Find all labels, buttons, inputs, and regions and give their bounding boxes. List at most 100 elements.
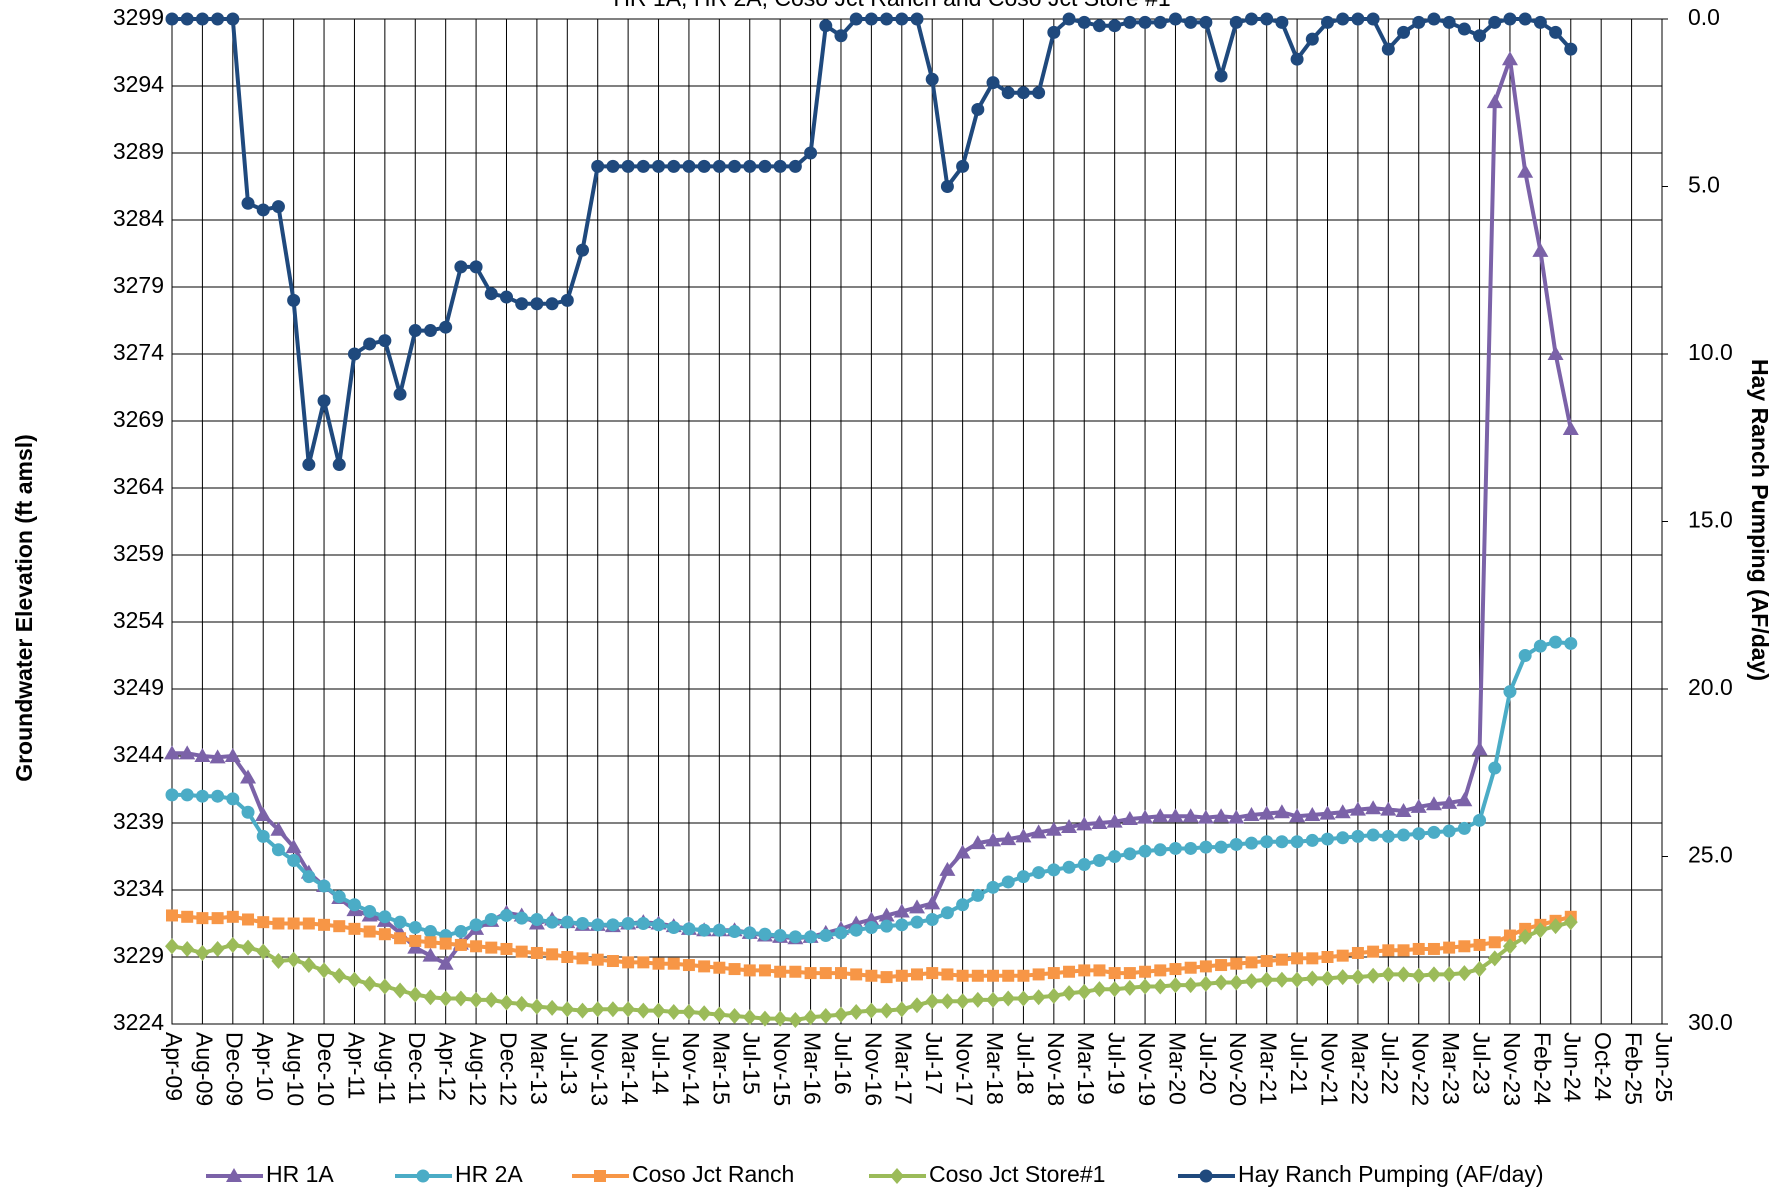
marker	[956, 898, 970, 912]
marker	[378, 928, 391, 941]
marker	[1047, 25, 1061, 39]
legend-label: Coso Jct Store#1	[929, 1161, 1105, 1187]
series	[165, 914, 1578, 1028]
marker	[1032, 86, 1046, 100]
marker	[1519, 922, 1532, 935]
marker	[1442, 966, 1457, 983]
marker	[1487, 950, 1502, 967]
marker	[1427, 942, 1440, 955]
marker	[1410, 798, 1427, 813]
marker	[439, 320, 453, 334]
marker	[1365, 800, 1382, 815]
marker	[652, 957, 665, 970]
y2-axis-label: Hay Ranch Pumping (AF/day)	[1747, 359, 1773, 681]
marker	[437, 955, 454, 970]
marker	[332, 890, 346, 904]
marker	[788, 1011, 803, 1028]
marker	[378, 910, 392, 924]
marker	[363, 925, 376, 938]
marker	[1441, 794, 1458, 809]
marker	[1472, 961, 1487, 978]
marker	[1304, 806, 1321, 821]
marker	[423, 989, 438, 1006]
marker	[1275, 835, 1289, 849]
marker	[1382, 944, 1395, 957]
marker	[1412, 827, 1426, 841]
marker	[546, 948, 559, 961]
legend-label: HR 1A	[266, 1161, 334, 1187]
marker	[1380, 801, 1397, 816]
marker	[332, 967, 347, 984]
marker	[1093, 964, 1106, 977]
marker	[1319, 805, 1336, 820]
marker	[955, 993, 970, 1010]
x-tick-label: Mar-22	[1347, 1032, 1373, 1105]
marker	[530, 297, 544, 311]
y2-tick-label: 30.0	[1688, 1009, 1733, 1035]
marker	[1214, 69, 1228, 83]
marker	[1503, 12, 1517, 26]
marker	[224, 748, 241, 762]
y-tick-label: 3274	[113, 339, 164, 365]
marker	[986, 991, 1001, 1008]
marker	[1458, 940, 1471, 953]
marker	[1517, 163, 1534, 178]
marker	[1457, 22, 1471, 36]
marker	[1547, 346, 1564, 360]
marker	[1501, 51, 1518, 66]
marker	[774, 965, 787, 978]
marker	[940, 993, 955, 1010]
marker	[803, 1009, 818, 1026]
x-tick-label: Nov-18	[1043, 1032, 1069, 1106]
marker	[925, 993, 940, 1010]
x-tick-label: Jun-24	[1560, 1032, 1586, 1103]
marker	[621, 159, 635, 173]
marker	[667, 921, 681, 935]
marker	[849, 1003, 864, 1020]
marker	[515, 297, 529, 311]
marker	[1138, 15, 1152, 29]
marker	[939, 861, 956, 876]
x-tick-label: Mar-18	[982, 1032, 1008, 1105]
marker	[1032, 968, 1045, 981]
marker	[1121, 810, 1138, 825]
marker	[727, 1007, 742, 1024]
marker	[1062, 985, 1077, 1002]
marker	[377, 978, 392, 995]
marker	[849, 923, 863, 937]
marker	[194, 748, 211, 762]
marker	[348, 922, 361, 935]
marker	[1473, 938, 1486, 951]
x-tick-label: Jul-21	[1286, 1032, 1312, 1095]
marker	[621, 917, 635, 930]
marker	[890, 1168, 904, 1184]
marker	[347, 898, 361, 912]
y-tick-label: 3259	[113, 540, 164, 566]
marker	[1016, 870, 1030, 884]
marker	[956, 159, 970, 173]
marker	[758, 964, 771, 977]
marker	[713, 961, 726, 974]
marker	[530, 912, 544, 926]
marker	[1259, 971, 1274, 988]
marker	[529, 998, 544, 1015]
marker	[362, 975, 377, 992]
marker	[545, 915, 559, 929]
x-tick-label: Nov-21	[1316, 1032, 1342, 1106]
marker	[256, 203, 270, 217]
marker	[1320, 970, 1335, 987]
marker	[1397, 944, 1410, 957]
marker	[545, 297, 559, 311]
marker	[469, 918, 483, 932]
marker	[1092, 981, 1107, 998]
marker	[1123, 847, 1137, 861]
marker	[363, 337, 377, 351]
marker	[910, 997, 924, 1014]
marker	[1336, 949, 1349, 962]
marker	[926, 967, 939, 980]
marker	[515, 945, 528, 958]
y-tick-label: 3224	[113, 1009, 164, 1035]
x-tick-label: Nov-16	[860, 1032, 886, 1106]
marker	[879, 1002, 894, 1019]
